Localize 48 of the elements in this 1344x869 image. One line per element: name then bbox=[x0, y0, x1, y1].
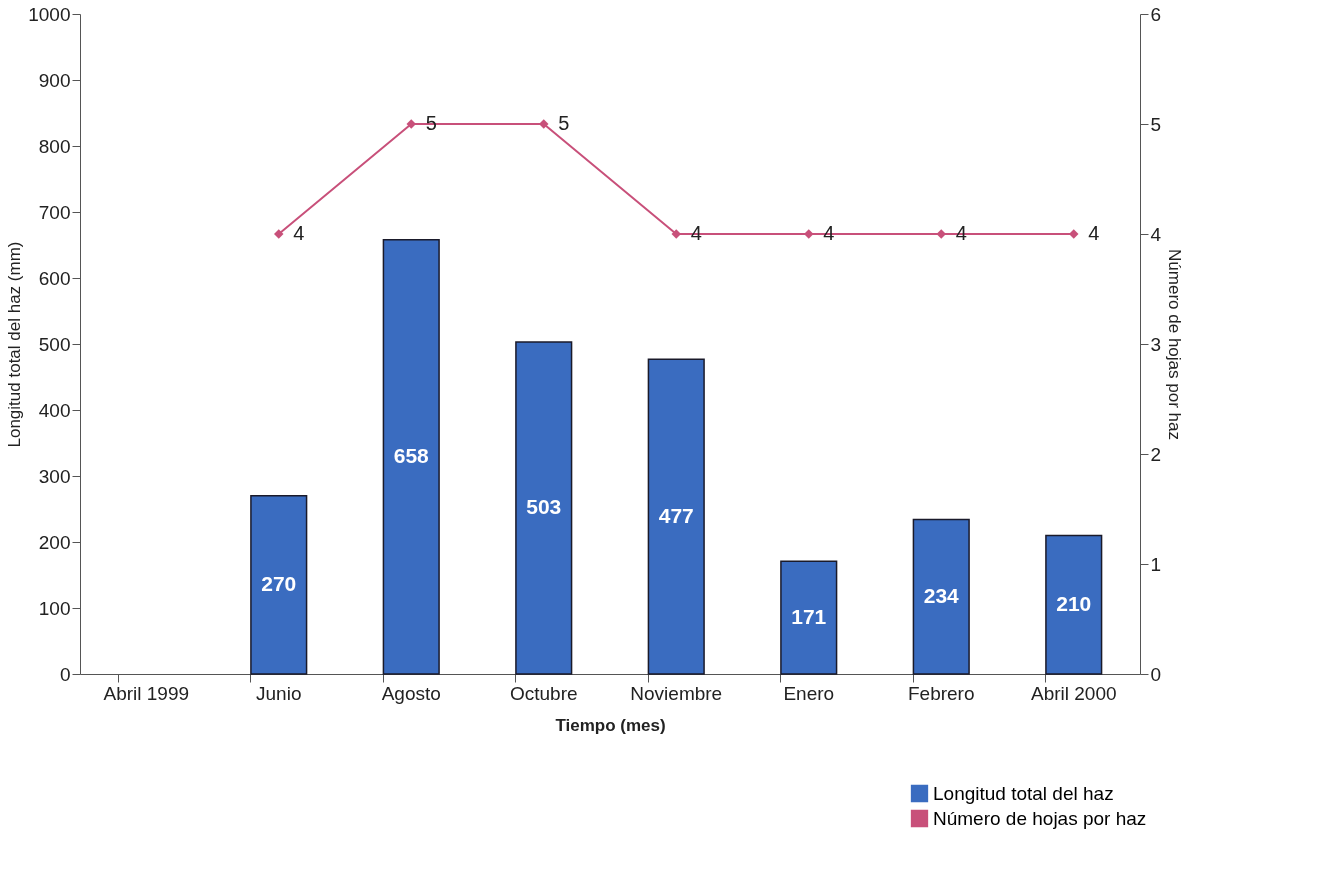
y-axis-title: Longitud total del haz (mm) bbox=[5, 241, 25, 448]
x-axis-title: Tiempo (mes) bbox=[555, 715, 666, 735]
y2-tick-label: 4 bbox=[1150, 223, 1162, 245]
y2-axis-title: Número de hojas por haz bbox=[1165, 249, 1185, 440]
y-tick-label: 0 bbox=[59, 663, 71, 685]
x-tick-label: Agosto bbox=[381, 682, 441, 704]
x-tick-label: Abril 2000 bbox=[1030, 682, 1117, 704]
data-label: 4 bbox=[1088, 222, 1100, 244]
y2-tick-label: 2 bbox=[1150, 443, 1162, 465]
y-tick-label: 900 bbox=[38, 69, 71, 91]
bar bbox=[382, 238, 440, 675]
x-tick-label: Enero bbox=[783, 682, 835, 704]
data-label: 477 bbox=[658, 503, 694, 527]
legend-label: Longitud total del haz bbox=[933, 782, 1114, 804]
y-tick-label: 700 bbox=[38, 201, 71, 223]
data-label: 503 bbox=[526, 495, 562, 519]
data-label: 270 bbox=[261, 571, 297, 595]
y-tick-label: 500 bbox=[38, 333, 71, 355]
bar bbox=[1045, 534, 1103, 675]
legend-label: Número de hojas por haz bbox=[933, 807, 1147, 829]
x-tick-label: Junio bbox=[256, 682, 302, 704]
bar bbox=[250, 495, 308, 675]
y-tick-label: 800 bbox=[38, 135, 71, 157]
y-tick-label: 400 bbox=[38, 399, 71, 421]
x-tick-label: Febrero bbox=[907, 682, 975, 704]
y-tick-label: 600 bbox=[38, 267, 71, 289]
y-tick-label: 300 bbox=[38, 465, 71, 487]
bar bbox=[515, 341, 573, 675]
data-label: 658 bbox=[393, 443, 430, 467]
data-label: 5 bbox=[558, 112, 570, 134]
bar bbox=[647, 358, 705, 675]
x-tick-label: Octubre bbox=[509, 682, 578, 704]
y2-tick-label: 5 bbox=[1150, 113, 1162, 135]
x-tick-label: Abril 1999 bbox=[103, 682, 190, 704]
x-tick-label: Noviembre bbox=[630, 682, 723, 704]
y-tick-label: 100 bbox=[38, 597, 71, 619]
y-tick-label: 1000 bbox=[28, 3, 71, 25]
data-label: 234 bbox=[923, 583, 960, 607]
data-label: 210 bbox=[1056, 591, 1092, 615]
y-tick-label: 200 bbox=[38, 531, 71, 553]
bar bbox=[912, 518, 970, 675]
data-label: 4 bbox=[293, 222, 305, 244]
y2-tick-label: 1 bbox=[1150, 553, 1162, 575]
bar bbox=[780, 560, 838, 675]
y2-tick-label: 3 bbox=[1150, 333, 1162, 355]
y2-tick-label: 6 bbox=[1150, 3, 1162, 25]
y2-tick-label: 0 bbox=[1150, 663, 1162, 685]
data-label: 171 bbox=[791, 604, 827, 628]
